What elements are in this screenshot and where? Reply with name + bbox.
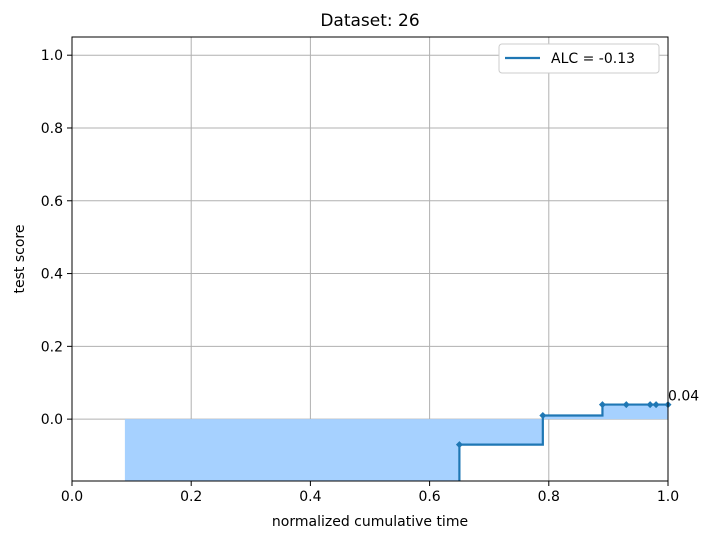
data-point [652, 401, 660, 409]
legend-box [498, 43, 660, 74]
data-point [598, 401, 606, 409]
chart-title: Dataset: 26 [320, 11, 419, 31]
y-tick-label: 0.2 [41, 339, 63, 355]
x-tick-label: 0.4 [299, 489, 321, 505]
data-point [539, 411, 547, 419]
legend: ALC = -0.13 [498, 43, 660, 74]
y-tick-label: 0.8 [41, 121, 63, 137]
x-tick-label: 0.6 [418, 489, 440, 505]
plot-area: 0.0 0.2 0.4 0.6 0.8 1.0 0.0 0.2 0.4 0.6 0.8 1.0 0.04 [41, 36, 699, 505]
x-tick-label: 1.0 [657, 489, 679, 505]
data-point [455, 441, 463, 449]
axes-frame [71, 36, 669, 482]
area-fill [125, 404, 668, 481]
final-score-annotation: 0.04 [668, 389, 699, 405]
legend-label: ALC = -0.13 [551, 51, 635, 67]
x-tick-label: 0.0 [61, 489, 83, 505]
y-tick-label: 0.0 [41, 412, 63, 428]
y-tick-label: 0.6 [41, 194, 63, 210]
y-tick-label: 1.0 [41, 48, 63, 64]
x-tick-label: 0.8 [538, 489, 560, 505]
x-tick-label: 0.2 [180, 489, 202, 505]
data-point [646, 401, 654, 409]
data-point [622, 401, 630, 409]
y-axis-label: test score [12, 225, 28, 294]
x-axis-label: normalized cumulative time [272, 514, 468, 530]
y-tick-label: 0.4 [41, 267, 63, 283]
